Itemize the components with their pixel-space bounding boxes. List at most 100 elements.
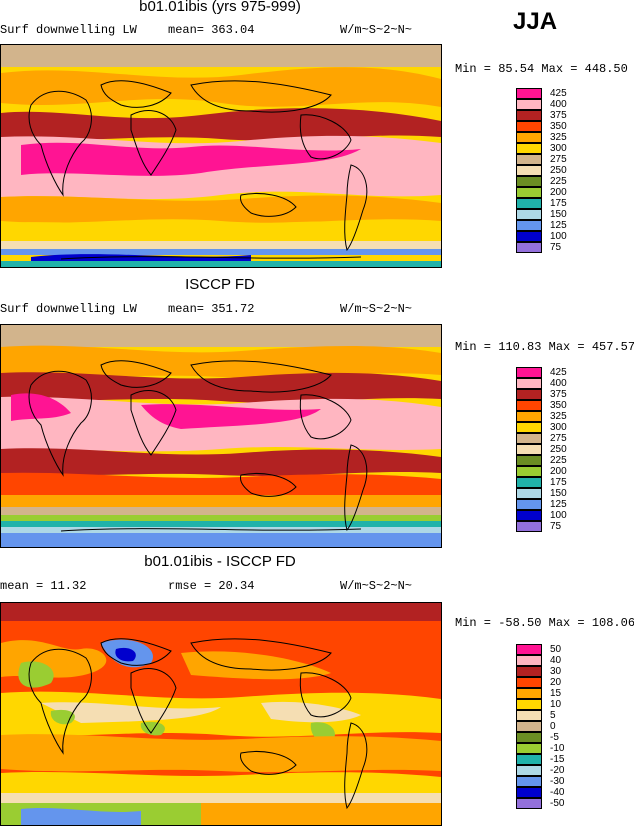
colorbar-3-label: 10 bbox=[550, 699, 562, 710]
colorbar-1-label: 350 bbox=[550, 121, 567, 132]
colorbar-1-swatch bbox=[516, 99, 542, 110]
colorbar-1-swatch bbox=[516, 242, 542, 253]
colorbar-3-swatch bbox=[516, 677, 542, 688]
season-label: JJA bbox=[513, 8, 558, 35]
colorbar-3-swatch bbox=[516, 732, 542, 743]
panel-1-title: b01.01ibis (yrs 975-999) bbox=[139, 0, 301, 15]
colorbar-1-swatch bbox=[516, 88, 542, 99]
colorbar-2-label: 200 bbox=[550, 466, 567, 477]
panel-1-map bbox=[0, 44, 442, 268]
colorbar-2-label: 275 bbox=[550, 433, 567, 444]
colorbar-3-label: 20 bbox=[550, 677, 562, 688]
colorbar-2-swatch bbox=[516, 389, 542, 400]
colorbar-3-label: 50 bbox=[550, 644, 562, 655]
colorbar-1-label: 225 bbox=[550, 176, 567, 187]
colorbar-2-label: 300 bbox=[550, 422, 567, 433]
colorbar-1-label: 300 bbox=[550, 143, 567, 154]
colorbar-3-swatch bbox=[516, 655, 542, 666]
colorbar-2-label: 425 bbox=[550, 367, 567, 378]
panel-1-units: W/m~S~2~N~ bbox=[340, 23, 413, 37]
colorbar-2-label: 400 bbox=[550, 378, 567, 389]
colorbar-2-swatch bbox=[516, 488, 542, 499]
colorbar-1-label: 325 bbox=[550, 132, 567, 143]
colorbar-3-swatch bbox=[516, 666, 542, 677]
colorbar-3-label: -5 bbox=[550, 732, 559, 743]
colorbar-2-label: 125 bbox=[550, 499, 567, 510]
colorbar-2-label: 350 bbox=[550, 400, 567, 411]
colorbar-3-swatch bbox=[516, 754, 542, 765]
panel-3-units: W/m~S~2~N~ bbox=[340, 579, 413, 593]
colorbar-1-label: 200 bbox=[550, 187, 567, 198]
panel-1-minmax: Min = 85.54 Max = 448.50 bbox=[455, 62, 628, 76]
colorbar-1-swatch bbox=[516, 176, 542, 187]
colorbar-2-swatch bbox=[516, 510, 542, 521]
colorbar-3-swatch bbox=[516, 710, 542, 721]
colorbar-3-swatch bbox=[516, 776, 542, 787]
colorbar-1-label: 125 bbox=[550, 220, 567, 231]
colorbar-2-swatch bbox=[516, 477, 542, 488]
panel-1-mean: mean= 363.04 bbox=[168, 23, 255, 37]
colorbar-3-label: -30 bbox=[550, 776, 565, 787]
colorbar-2-swatch bbox=[516, 444, 542, 455]
colorbar-3-label: -40 bbox=[550, 787, 565, 798]
colorbar-3-label: -15 bbox=[550, 754, 565, 765]
panel-3-map bbox=[0, 602, 442, 826]
colorbar-1-label: 275 bbox=[550, 154, 567, 165]
panel-2-field: Surf downwelling LW bbox=[0, 302, 137, 316]
panel-3-rmse: rmse = 20.34 bbox=[168, 579, 255, 593]
colorbar-1-swatch bbox=[516, 110, 542, 121]
panel-3-minmax: Min = -58.50 Max = 108.06 bbox=[455, 616, 634, 630]
colorbar-2-label: 150 bbox=[550, 488, 567, 499]
colorbar-1-label: 375 bbox=[550, 110, 567, 121]
panel-2-mean: mean= 351.72 bbox=[168, 302, 255, 316]
colorbar-3-label: 0 bbox=[550, 721, 556, 732]
panel-2-title: ISCCP FD bbox=[185, 276, 255, 293]
colorbar-3-swatch bbox=[516, 743, 542, 754]
panel-2-units: W/m~S~2~N~ bbox=[340, 302, 413, 316]
colorbar-2-swatch bbox=[516, 411, 542, 422]
colorbar-3-label: 15 bbox=[550, 688, 562, 699]
colorbar-1-swatch bbox=[516, 121, 542, 132]
panel-2-minmax: Min = 110.83 Max = 457.57 bbox=[455, 340, 634, 354]
colorbar-1-swatch bbox=[516, 143, 542, 154]
colorbar-1-label: 250 bbox=[550, 165, 567, 176]
colorbar-3-label: -20 bbox=[550, 765, 565, 776]
colorbar-3-swatch bbox=[516, 798, 542, 809]
colorbar-3-label: -50 bbox=[550, 798, 565, 809]
panel-2-map bbox=[0, 324, 442, 548]
colorbar-3-swatch bbox=[516, 765, 542, 776]
colorbar-2-label: 100 bbox=[550, 510, 567, 521]
colorbar-1-label: 400 bbox=[550, 99, 567, 110]
colorbar-3-label: 5 bbox=[550, 710, 556, 721]
colorbar-3-label: -10 bbox=[550, 743, 565, 754]
colorbar-2-swatch bbox=[516, 422, 542, 433]
colorbar-3-swatch bbox=[516, 688, 542, 699]
colorbar-3-label: 30 bbox=[550, 666, 562, 677]
colorbar-3-swatch bbox=[516, 644, 542, 655]
panel-3-title: b01.01ibis - ISCCP FD bbox=[144, 553, 296, 570]
colorbar-1-swatch bbox=[516, 154, 542, 165]
panel-1-field: Surf downwelling LW bbox=[0, 23, 137, 37]
colorbar-2-swatch bbox=[516, 499, 542, 510]
colorbar-1-label: 425 bbox=[550, 88, 567, 99]
colorbar-2-label: 325 bbox=[550, 411, 567, 422]
colorbar-1-swatch bbox=[516, 209, 542, 220]
colorbar-3-label: 40 bbox=[550, 655, 562, 666]
colorbar-2-label: 250 bbox=[550, 444, 567, 455]
colorbar-1-label: 100 bbox=[550, 231, 567, 242]
colorbar-1-swatch bbox=[516, 187, 542, 198]
colorbar-1-swatch bbox=[516, 220, 542, 231]
colorbar-1-swatch bbox=[516, 231, 542, 242]
colorbar-3-swatch bbox=[516, 787, 542, 798]
colorbar-2-swatch bbox=[516, 521, 542, 532]
colorbar-2-label: 375 bbox=[550, 389, 567, 400]
colorbar-1-label: 75 bbox=[550, 242, 562, 253]
colorbar-3-swatch bbox=[516, 721, 542, 732]
colorbar-2-swatch bbox=[516, 433, 542, 444]
colorbar-1-label: 150 bbox=[550, 209, 567, 220]
colorbar-2-label: 75 bbox=[550, 521, 562, 532]
colorbar-1-swatch bbox=[516, 165, 542, 176]
colorbar-2-swatch bbox=[516, 400, 542, 411]
colorbar-2-swatch bbox=[516, 466, 542, 477]
colorbar-1-swatch bbox=[516, 198, 542, 209]
